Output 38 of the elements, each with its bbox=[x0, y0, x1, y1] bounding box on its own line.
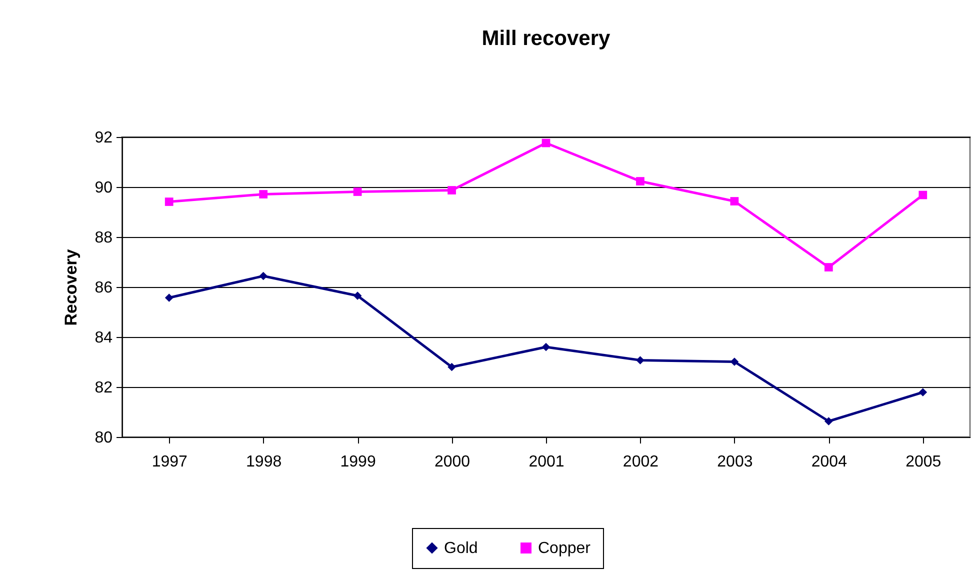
point bbox=[259, 190, 268, 198]
y-tick-label: 84 bbox=[94, 330, 113, 346]
y-tick-label: 88 bbox=[94, 230, 113, 246]
point bbox=[918, 190, 928, 200]
x-tick-label: 2002 bbox=[622, 454, 659, 470]
point bbox=[448, 362, 456, 372]
x-tick-label: 1999 bbox=[340, 454, 376, 470]
x-tick-label: 2003 bbox=[717, 454, 753, 470]
point bbox=[448, 186, 456, 194]
point bbox=[824, 263, 833, 272]
legend-label: Gold bbox=[444, 540, 478, 557]
y-axis-title: Recovery bbox=[62, 248, 81, 326]
point bbox=[542, 342, 550, 352]
point bbox=[824, 417, 833, 426]
point bbox=[636, 177, 644, 186]
point bbox=[164, 198, 174, 206]
point bbox=[353, 188, 362, 196]
y-tick-label: 86 bbox=[94, 280, 113, 296]
x-tick-label: 2001 bbox=[528, 454, 564, 470]
point bbox=[259, 272, 268, 280]
y-tick-label: 92 bbox=[94, 130, 113, 146]
x-tick-label: 2000 bbox=[434, 454, 470, 470]
y-tick-label: 82 bbox=[94, 380, 113, 396]
x-tick-label: 1998 bbox=[246, 454, 282, 470]
chart-title: Mill recovery bbox=[482, 27, 611, 50]
point bbox=[636, 356, 644, 364]
y-tick-label: 90 bbox=[94, 180, 113, 196]
y-tick-label: 80 bbox=[94, 430, 113, 446]
point bbox=[542, 138, 550, 148]
legend-label: Copper bbox=[538, 540, 592, 557]
point bbox=[730, 197, 739, 206]
point bbox=[164, 294, 174, 302]
point bbox=[353, 292, 362, 300]
x-tick-label: 2005 bbox=[906, 454, 942, 470]
x-tick-label: 2004 bbox=[811, 454, 848, 470]
point bbox=[918, 388, 928, 396]
point bbox=[730, 358, 739, 366]
x-tick-label: 1997 bbox=[152, 454, 188, 470]
